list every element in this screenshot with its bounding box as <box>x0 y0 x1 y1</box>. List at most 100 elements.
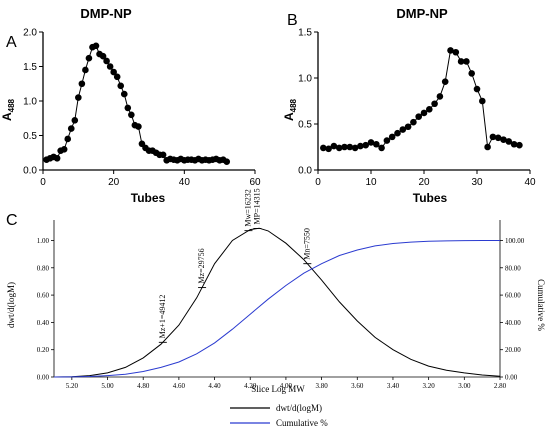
panel-a-data-point <box>128 111 135 119</box>
panel-c-y-tick-label-left: 0.80 <box>37 264 50 272</box>
panel-c-y-tick-label-left: 0.00 <box>37 374 50 382</box>
panel-a-title: DMP-NP <box>80 6 132 21</box>
panel-b-data-point <box>431 100 438 108</box>
panel-c-x-tick-label: 3.80 <box>315 382 328 390</box>
panel-a-y-tick-label: 2.0 <box>23 28 37 39</box>
panel-b-y-tick-label: 1.5 <box>298 28 312 39</box>
panel-b-ylabel-main: A <box>282 112 296 121</box>
panel-b-data-point <box>452 48 460 56</box>
panel-b-data-point <box>346 143 354 151</box>
panel-c-x-tick-label: 3.40 <box>387 382 400 390</box>
panel-a-data-point <box>124 104 132 112</box>
panel-c-x-tick-label: 2.80 <box>494 382 507 390</box>
panel-a-letter: A <box>6 34 17 51</box>
panel-b-data-point <box>436 93 444 100</box>
panel-c-xlabel: Slice Log MW <box>251 384 305 394</box>
panel-c-annotation-label: Mz=29756 <box>197 248 206 283</box>
panel-b-data-point <box>383 137 391 144</box>
panel-c-ylabel-left: dwt/d(logM) <box>6 282 16 328</box>
panel-c-y-tick-label-right: 60.00 <box>505 292 521 300</box>
panel-a-data-point <box>117 82 125 90</box>
panel-c-annotation-label: Mw=16232 <box>243 189 252 226</box>
panel-a-x-tick-label: 0 <box>40 177 46 188</box>
panel-a-data-point <box>159 151 167 159</box>
panel-a-data-point <box>103 57 110 65</box>
panel-b-data-point <box>510 140 518 148</box>
panel-b-data-point <box>484 143 491 151</box>
panel-c-annotation-label: Mn=7550 <box>302 228 311 260</box>
panel-a-data-point <box>78 80 86 88</box>
panel-a-data-point <box>120 90 128 98</box>
panel-a-data-point <box>106 63 114 70</box>
panel-c-x-tick-label: 3.20 <box>423 382 436 390</box>
panel-a-data-point <box>60 146 68 153</box>
legend-label-dwt: dwt/d(logM) <box>276 403 322 413</box>
panel-b-ylabel-sub: 488 <box>289 98 298 112</box>
panel-c-y-tick-label-right: 80.00 <box>505 264 521 272</box>
panel-c-y-tick-label-left: 0.60 <box>37 292 50 300</box>
panel-c-x-tick-label: 4.80 <box>137 382 150 390</box>
panel-a-xlabel: Tubes <box>131 191 166 205</box>
panel-b-x-tick-label: 40 <box>524 177 536 188</box>
panel-b-data-point <box>500 136 507 143</box>
panel-a-data-point <box>85 54 93 62</box>
legend-label-cumulative: Cumulative % <box>276 418 328 428</box>
panel-c-y-tick-label-right: 100.00 <box>505 237 525 245</box>
panel-a-data-point <box>92 42 100 50</box>
panel-b-data-point <box>320 144 327 152</box>
panel-c-annotation-label: MP=14315 <box>252 188 261 224</box>
panel-c-annotation-label: Mz+1=49412 <box>158 295 167 339</box>
panel-b-data-point <box>489 133 497 141</box>
panel-a-data-point <box>67 125 75 132</box>
panel-b-data-point <box>457 58 465 65</box>
panel-c-y-tick-label-right: 0.00 <box>505 374 518 382</box>
panel-a-data-point <box>82 66 89 74</box>
panel-b-data-point <box>468 70 476 77</box>
panel-b-ylabel: A488 <box>282 98 298 121</box>
panel-b-data-point <box>373 140 380 148</box>
panel-b-data-point <box>494 134 502 142</box>
panel-b-data-point <box>325 145 332 153</box>
panel-c-y-tick-label-right: 40.00 <box>505 319 521 327</box>
panel-b-data-point <box>335 144 343 152</box>
panel-b-data-point <box>394 129 401 137</box>
panel-b-data-point <box>388 133 396 141</box>
panel-c-x-tick-label: 5.20 <box>66 382 79 390</box>
panel-c-y-tick-label-left: 0.40 <box>37 319 50 327</box>
panel-b-data-point <box>505 138 513 145</box>
panel-a-x-tick-label: 60 <box>249 177 261 188</box>
panel-b: B DMP-NP Tubes A488 0 10 20 30 40 0.0 0.5 1.0 1.… <box>282 6 536 205</box>
panel-b-data-point <box>447 47 454 54</box>
panel-c-ylabel-right: Cumulative % <box>536 279 546 331</box>
panel-b-y-tick-label: 0.5 <box>298 120 312 131</box>
panel-c-x-tick-label: 4.60 <box>173 382 186 390</box>
panel-a-y-tick-label: 1.0 <box>23 97 37 108</box>
panel-a-data-point <box>53 154 61 162</box>
panel-a-x-tick-label: 20 <box>108 177 120 188</box>
panel-b-data-point <box>516 141 523 149</box>
panel-c-x-tick-label: 3.00 <box>458 382 471 390</box>
panel-b-data-point <box>473 85 481 93</box>
panel-b-data-point <box>410 118 417 126</box>
panel-b-y-tick-label: 0.0 <box>298 166 312 177</box>
panel-b-x-tick-label: 20 <box>418 177 430 188</box>
panel-c-y-tick-label-left: 1.00 <box>37 237 50 245</box>
panel-c-x-tick-label: 4.20 <box>244 382 257 390</box>
panel-a-data-point <box>135 123 142 130</box>
panel-b-data-point <box>341 143 348 151</box>
panel-b-series-line <box>323 49 520 150</box>
panel-a-y-tick-label: 0.0 <box>23 166 37 177</box>
panel-c-letter: C <box>6 212 18 229</box>
panel-a-ylabel: A488 <box>0 98 16 121</box>
panel-b-data-point <box>330 142 338 150</box>
panel-a-series-line <box>46 45 227 163</box>
panel-a-ylabel-main: A <box>0 112 14 121</box>
panel-b-data-point <box>415 113 423 120</box>
panel-b-data-point <box>479 97 486 105</box>
panel-b-data-point <box>441 78 449 85</box>
panel-b-letter: B <box>287 12 298 29</box>
panel-a-plot: 0 20 40 60 0.0 0.5 1.0 1.5 2.0 <box>23 28 261 189</box>
panel-c-legend: dwt/d(logM) Cumulative % <box>230 403 328 428</box>
panel-b-data-point <box>420 109 428 117</box>
panel-a-data-point <box>71 117 79 124</box>
